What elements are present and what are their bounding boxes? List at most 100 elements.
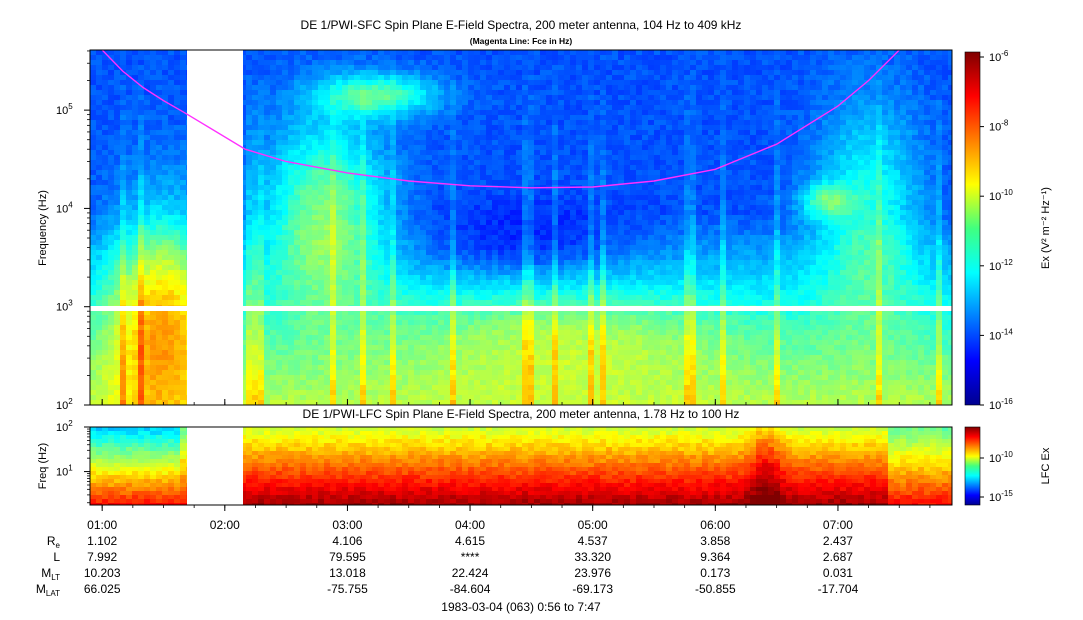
sfc-cell (174, 275, 181, 281)
sfc-cell (402, 135, 409, 141)
sfc-cell (384, 210, 391, 216)
sfc-cell (492, 325, 499, 331)
sfc-cell (444, 55, 451, 61)
sfc-cell (126, 255, 133, 261)
sfc-cell (318, 55, 325, 61)
sfc-cell (360, 150, 367, 156)
sfc-cell (240, 135, 247, 141)
sfc-cell (456, 160, 463, 166)
sfc-cell (336, 95, 343, 101)
sfc-cell (162, 160, 169, 166)
sfc-cell (462, 140, 469, 146)
sfc-cell (450, 80, 457, 86)
sfc-cell (174, 150, 181, 156)
sfc-cell (330, 150, 337, 156)
sfc-cell (246, 100, 253, 106)
sfc-cell (324, 220, 331, 226)
sfc-cell (492, 95, 499, 101)
sfc-cell (276, 180, 283, 186)
sfc-cell (432, 360, 439, 366)
sfc-cell (444, 220, 451, 226)
sfc-cell (426, 190, 433, 196)
sfc-cell (132, 115, 139, 121)
sfc-cell (300, 50, 307, 56)
sfc-cell (90, 370, 97, 376)
sfc-cell (384, 370, 391, 376)
sfc-cell (270, 345, 277, 351)
sfc-cell (444, 365, 451, 371)
sfc-cell (120, 110, 127, 116)
sfc-cell (342, 155, 349, 161)
sfc-cell (420, 225, 427, 231)
sfc-cell (324, 400, 331, 405)
sfc-cell (96, 160, 103, 166)
sfc-cell (258, 235, 265, 241)
sfc-cell (246, 165, 253, 171)
sfc-cell (318, 370, 325, 376)
sfc-cell (504, 345, 511, 351)
sfc-cell (240, 150, 247, 156)
sfc-cell (468, 210, 475, 216)
sfc-cell (480, 185, 487, 191)
sfc-cell (360, 130, 367, 136)
sfc-cell (492, 135, 499, 141)
sfc-cell (390, 310, 397, 316)
sfc-cell (348, 365, 355, 371)
sfc-cell (270, 285, 277, 291)
sfc-cell (480, 155, 487, 161)
sfc-cell (276, 340, 283, 346)
sfc-cell (408, 205, 415, 211)
sfc-cell (378, 365, 385, 371)
sfc-cell (246, 330, 253, 336)
sfc-cell (438, 215, 445, 221)
sfc-cell (282, 85, 289, 91)
sfc-cell (132, 245, 139, 251)
sfc-cell (294, 390, 301, 396)
sfc-cell (462, 75, 469, 81)
sfc-cell (282, 230, 289, 236)
sfc-cell (492, 295, 499, 301)
sfc-cell (114, 395, 121, 401)
sfc-cell (450, 290, 457, 296)
sfc-cell (426, 65, 433, 71)
sfc-cell (144, 320, 151, 326)
sfc-cell (342, 265, 349, 271)
sfc-cell (468, 370, 475, 376)
sfc-cell (288, 285, 295, 291)
sfc-cell (408, 270, 415, 276)
sfc-cell (312, 170, 319, 176)
sfc-cell (348, 180, 355, 186)
sfc-cell (288, 340, 295, 346)
sfc-cell (102, 100, 109, 106)
sfc-cell (474, 125, 481, 131)
sfc-cell (504, 195, 511, 201)
sfc-cell (480, 250, 487, 256)
sfc-cell (456, 135, 463, 141)
sfc-cell (324, 180, 331, 186)
sfc-cell (504, 75, 511, 81)
sfc-cell (150, 270, 157, 276)
sfc-cell (462, 50, 469, 56)
sfc-cell (396, 385, 403, 391)
sfc-cell (480, 300, 487, 306)
sfc-cell (258, 165, 265, 171)
sfc-cell (114, 75, 121, 81)
sfc-cell (282, 80, 289, 86)
sfc-cell (402, 390, 409, 396)
sfc-cell (360, 140, 367, 146)
sfc-cell (372, 170, 379, 176)
sfc-cell (252, 380, 259, 386)
sfc-cell (144, 140, 151, 146)
sfc-cell (468, 255, 475, 261)
sfc-cell (246, 360, 253, 366)
sfc-cell (276, 295, 283, 301)
sfc-cell (408, 310, 415, 316)
sfc-cell (294, 110, 301, 116)
sfc-cell (180, 80, 187, 86)
sfc-cell (252, 125, 259, 131)
sfc-cell (480, 60, 487, 66)
sfc-cell (360, 215, 367, 221)
sfc-cell (378, 55, 385, 61)
sfc-cell (402, 220, 409, 226)
sfc-cell (306, 375, 313, 381)
